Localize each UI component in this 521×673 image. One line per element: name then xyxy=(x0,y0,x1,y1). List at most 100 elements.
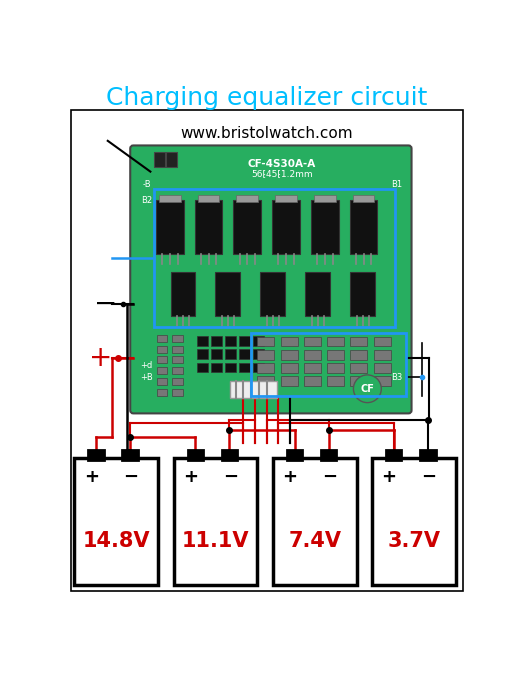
Bar xyxy=(172,389,183,396)
Bar xyxy=(287,450,302,460)
Bar xyxy=(311,200,339,254)
Bar xyxy=(157,357,167,363)
Bar xyxy=(159,194,181,203)
Bar xyxy=(304,363,321,373)
Bar xyxy=(157,378,167,385)
Bar xyxy=(154,188,394,327)
Text: 14.8V: 14.8V xyxy=(82,530,150,551)
Bar xyxy=(237,194,258,203)
Bar xyxy=(166,151,177,167)
Bar xyxy=(281,350,297,359)
Bar xyxy=(305,272,330,316)
Bar xyxy=(172,357,183,363)
Bar xyxy=(157,335,167,342)
Text: +d: +d xyxy=(140,361,153,370)
Bar xyxy=(251,333,406,396)
Bar xyxy=(321,450,337,460)
Text: CF: CF xyxy=(361,384,374,394)
Bar xyxy=(374,363,391,373)
Bar xyxy=(281,363,297,373)
Bar xyxy=(304,350,321,359)
Bar xyxy=(225,363,235,371)
Bar xyxy=(273,458,356,585)
Bar xyxy=(327,376,344,386)
Bar xyxy=(257,376,275,386)
Text: CF-4S30A-A: CF-4S30A-A xyxy=(248,159,316,169)
Bar xyxy=(327,337,344,347)
Bar xyxy=(257,337,275,347)
Bar xyxy=(275,194,297,203)
Text: +: + xyxy=(84,468,99,487)
Bar xyxy=(350,272,375,316)
Bar xyxy=(197,336,208,346)
Bar xyxy=(188,450,203,460)
Bar xyxy=(221,450,237,460)
Bar xyxy=(172,346,183,353)
Bar xyxy=(239,363,250,371)
Bar xyxy=(350,376,367,386)
Bar xyxy=(253,349,264,359)
Text: B1: B1 xyxy=(391,180,402,189)
Bar xyxy=(154,151,165,167)
Bar xyxy=(197,194,219,203)
Bar xyxy=(172,367,183,374)
Bar xyxy=(350,363,367,373)
Bar xyxy=(386,450,402,460)
Text: 3.7V: 3.7V xyxy=(388,530,440,551)
Bar xyxy=(170,272,195,316)
Bar xyxy=(260,272,285,316)
Bar xyxy=(374,376,391,386)
Text: +: + xyxy=(381,468,396,487)
Bar xyxy=(253,336,264,346)
Bar xyxy=(350,337,367,347)
Bar xyxy=(211,349,221,359)
Text: −: − xyxy=(421,468,436,487)
Text: +: + xyxy=(183,468,198,487)
Bar xyxy=(211,336,221,346)
Bar xyxy=(281,337,297,347)
Bar xyxy=(157,367,167,374)
Bar xyxy=(122,450,138,460)
Text: 11.1V: 11.1V xyxy=(182,530,249,551)
Text: B2: B2 xyxy=(141,196,152,205)
Bar xyxy=(281,376,297,386)
Bar xyxy=(194,200,222,254)
Text: +B: +B xyxy=(140,373,153,382)
Bar xyxy=(173,458,257,585)
Text: 56⁅45⁅1.2mm: 56⁅45⁅1.2mm xyxy=(251,169,313,178)
Bar xyxy=(327,350,344,359)
Bar xyxy=(314,194,336,203)
Circle shape xyxy=(353,375,381,402)
Bar xyxy=(172,335,183,342)
Bar xyxy=(156,200,184,254)
Text: +: + xyxy=(89,344,113,372)
Bar xyxy=(225,349,235,359)
Bar xyxy=(172,378,183,385)
Bar xyxy=(75,458,158,585)
Bar xyxy=(257,350,275,359)
Text: −: − xyxy=(123,468,139,487)
Text: www.bristolwatch.com: www.bristolwatch.com xyxy=(180,126,353,141)
Bar xyxy=(304,376,321,386)
Bar xyxy=(230,381,277,398)
Bar xyxy=(304,337,321,347)
Bar xyxy=(420,450,436,460)
Text: −: − xyxy=(94,290,117,318)
Bar xyxy=(216,272,240,316)
Text: B3: B3 xyxy=(391,373,402,382)
Bar xyxy=(374,337,391,347)
FancyBboxPatch shape xyxy=(130,145,412,413)
Bar xyxy=(197,363,208,371)
Bar xyxy=(239,336,250,346)
Bar xyxy=(239,349,250,359)
Text: −: − xyxy=(222,468,238,487)
Text: −: − xyxy=(322,468,337,487)
Text: Charging equalizer circuit: Charging equalizer circuit xyxy=(106,85,427,110)
Bar xyxy=(89,450,104,460)
Bar xyxy=(327,363,344,373)
Bar xyxy=(372,458,456,585)
Bar xyxy=(253,363,264,371)
Bar xyxy=(225,336,235,346)
Text: +: + xyxy=(282,468,297,487)
Bar xyxy=(211,363,221,371)
